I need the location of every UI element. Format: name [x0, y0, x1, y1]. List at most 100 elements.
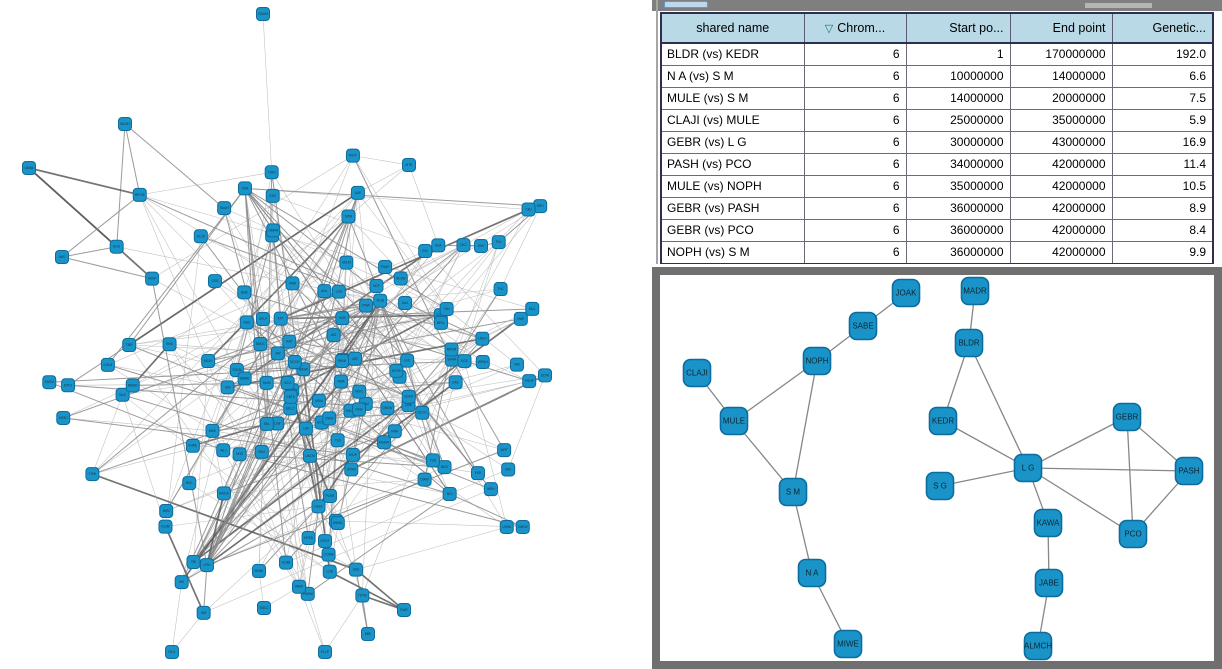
table-cell[interactable]: N A (vs) S M: [662, 65, 805, 88]
table-cell[interactable]: 1: [906, 43, 1011, 66]
column-header-shared-name[interactable]: shared name: [662, 14, 805, 44]
table-cell[interactable]: 6: [804, 241, 907, 263]
network-node-madr[interactable]: MADR: [960, 276, 990, 306]
table-cell[interactable]: 36000000: [906, 219, 1011, 242]
network-node-sabe[interactable]: SABE: [848, 311, 878, 341]
overview-network-node[interactable]: KPT: [273, 311, 288, 326]
network-edge-L G-PCO[interactable]: [1027, 467, 1134, 535]
overview-network-node[interactable]: BKM: [159, 504, 174, 519]
network-edge-NOPH-S M[interactable]: [792, 360, 818, 493]
overview-network-node[interactable]: WRH: [483, 482, 498, 497]
table-cell[interactable]: 35000000: [906, 175, 1011, 198]
table-cell[interactable]: GEBR (vs) L G: [662, 131, 805, 154]
overview-network-node[interactable]: KUJB: [158, 519, 173, 534]
overview-network-node[interactable]: EBCC: [257, 601, 271, 615]
overview-network-node[interactable]: EPKJ: [61, 378, 76, 393]
table-cell[interactable]: 170000000: [1010, 43, 1113, 66]
table-cell[interactable]: 6: [804, 175, 907, 198]
table-cell[interactable]: BLDR (vs) KEDR: [662, 43, 805, 66]
overview-network-node[interactable]: MTJT: [345, 148, 360, 163]
overview-network-node[interactable]: DCCC: [415, 405, 430, 420]
overview-network-node[interactable]: RRH: [387, 424, 402, 439]
table-cell[interactable]: 42000000: [1010, 175, 1113, 198]
table-row[interactable]: GEBR (vs) PASH 6 36000000 42000000 8.9: [662, 197, 1212, 220]
table-row[interactable]: MULE (vs) NOPH 6 35000000 42000000 10.5: [662, 175, 1212, 198]
overview-network-node[interactable]: DBGW: [380, 401, 395, 416]
network-node-miwe[interactable]: MIWE: [833, 629, 863, 659]
overview-network-node[interactable]: LMI: [298, 421, 313, 436]
overview-network-node[interactable]: SEL: [259, 416, 274, 431]
overview-network-node[interactable]: TDW: [85, 467, 100, 482]
scrollbar-notch[interactable]: [1085, 3, 1152, 8]
network-node-s-m[interactable]: S M: [778, 477, 808, 507]
column-header-end-point[interactable]: End point: [1010, 14, 1113, 44]
network-node-bldr[interactable]: BLDR: [954, 328, 984, 358]
table-cell[interactable]: 42000000: [1010, 153, 1113, 176]
table-cell[interactable]: 6: [804, 219, 907, 242]
overview-network-node[interactable]: WLJ: [216, 443, 231, 458]
table-cell[interactable]: 10000000: [906, 65, 1011, 88]
panel-tab[interactable]: [664, 1, 708, 8]
table-cell[interactable]: 5.9: [1112, 109, 1212, 132]
overview-network-node[interactable]: CBTK: [283, 389, 298, 404]
overview-network-node[interactable]: AID: [326, 328, 341, 343]
overview-network-node[interactable]: SDKS: [401, 389, 416, 404]
overview-network-node[interactable]: BMUD: [125, 378, 140, 393]
overview-network-node[interactable]: ILW: [220, 380, 235, 395]
overview-network-node[interactable]: ACJD: [193, 229, 208, 244]
network-edge-NOPH-MULE[interactable]: [733, 360, 818, 422]
overview-network-node[interactable]: IGS: [400, 353, 415, 368]
overview-network-node[interactable]: MSKW: [376, 435, 391, 450]
overview-network-node[interactable]: AWJ: [55, 250, 69, 264]
overview-network-node[interactable]: ASGP: [145, 271, 160, 286]
overview-network-node[interactable]: PUKR: [322, 488, 337, 503]
table-cell[interactable]: GEBR (vs) PASH: [662, 197, 805, 220]
overview-network-node[interactable]: MPEM: [444, 342, 459, 357]
table-row[interactable]: MULE (vs) S M 6 14000000 20000000 7.5: [662, 87, 1212, 110]
overview-network-node[interactable]: HHD: [232, 447, 247, 462]
overview-network-node[interactable]: LNUH: [475, 331, 490, 346]
table-cell[interactable]: NOPH (vs) S M: [662, 241, 805, 263]
overview-network-node[interactable]: ICCS: [280, 375, 295, 390]
overview-network-node[interactable]: PGAP: [378, 260, 393, 275]
table-cell[interactable]: 42000000: [1010, 197, 1113, 220]
table-cell[interactable]: 36000000: [906, 241, 1011, 263]
overview-network-node[interactable]: DCCH: [287, 355, 302, 370]
table-cell[interactable]: 16.9: [1112, 131, 1212, 154]
table-row[interactable]: PASH (vs) PCO 6 34000000 42000000 11.4: [662, 153, 1212, 176]
table-cell[interactable]: PASH (vs) PCO: [662, 153, 805, 176]
overview-network-node[interactable]: KKB: [335, 311, 350, 326]
overview-network-node[interactable]: LGU: [331, 284, 346, 299]
overview-network-node[interactable]: HJJL: [165, 645, 179, 659]
overview-network-node[interactable]: MSEJ: [56, 410, 71, 425]
table-cell[interactable]: 14000000: [1010, 65, 1113, 88]
overview-network-node[interactable]: BPCM: [132, 187, 147, 202]
network-node-joak[interactable]: JOAK: [891, 278, 921, 308]
overview-network-node[interactable]: DNDC: [253, 336, 268, 351]
overview-network-canvas[interactable]: LLWTAUPMDMSEMKIWIEIKUBSNSMASRBUBDSBRUCMG…: [0, 0, 652, 669]
overview-network-node[interactable]: CBJ: [521, 202, 536, 217]
overview-network-node[interactable]: GAC: [448, 375, 463, 390]
overview-network-node[interactable]: WHGK: [216, 486, 231, 501]
network-edge-L G-GEBR[interactable]: [1027, 416, 1128, 469]
overview-network-node[interactable]: USLE: [311, 499, 326, 514]
column-header-start-po---[interactable]: Start po...: [906, 14, 1011, 44]
table-cell[interactable]: 43000000: [1010, 131, 1113, 154]
table-cell[interactable]: GEBR (vs) PCO: [662, 219, 805, 242]
overview-network-node[interactable]: MCI: [442, 486, 457, 501]
table-cell[interactable]: 6: [804, 153, 907, 176]
network-edge-S G-L G[interactable]: [939, 467, 1029, 487]
overview-network-node[interactable]: TBI: [186, 555, 201, 570]
overview-network-node[interactable]: ELLP: [318, 645, 332, 659]
overview-network-node[interactable]: TJRG: [264, 165, 279, 180]
overview-network-node[interactable]: RWJ: [254, 444, 269, 459]
overview-network-node[interactable]: LWC: [501, 462, 516, 477]
overview-network-node[interactable]: WENH: [475, 355, 490, 370]
overview-network-node[interactable]: NGK: [239, 315, 254, 330]
overview-network-node[interactable]: WLDH: [118, 117, 132, 131]
table-row[interactable]: GEBR (vs) PCO 6 36000000 42000000 8.4: [662, 219, 1212, 242]
table-cell[interactable]: 10.5: [1112, 175, 1212, 198]
table-cell[interactable]: 7.5: [1112, 87, 1212, 110]
overview-network-node[interactable]: RCI: [418, 244, 433, 259]
overview-network-node[interactable]: CKC: [456, 238, 471, 253]
